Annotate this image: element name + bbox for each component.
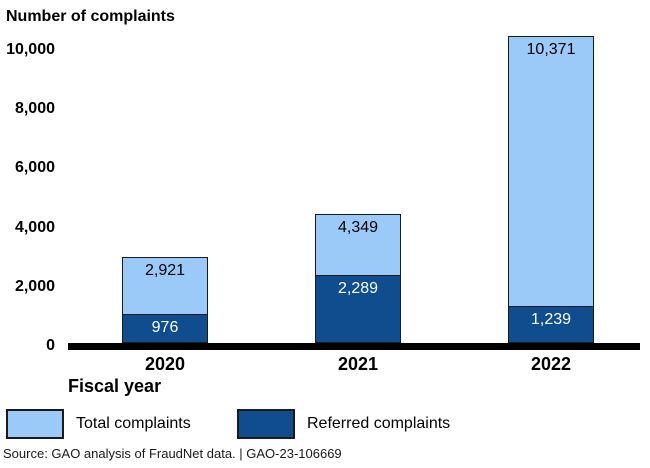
referred-complaints-swatch (237, 409, 295, 439)
chart-title: Number of complaints (6, 8, 175, 25)
bar-total-value-label-2021: 4,349 (337, 219, 379, 236)
bar-referred-value-label-2021: 2,289 (337, 280, 379, 297)
bar-total-value-label-2022: 10,371 (526, 41, 576, 58)
bar-referred-2022: 1,239 (508, 306, 594, 343)
y-axis-tick-label-6,000: 6,000 (14, 159, 55, 176)
bar-referred-value-label-2020: 976 (151, 319, 179, 336)
legend-item-referred-complaints: Referred complaints (237, 407, 450, 441)
bar-referred-value-label-2022: 1,239 (530, 311, 572, 328)
bar-total-2022: 10,371 (508, 36, 594, 343)
y-axis-tick-label-0: 0 (46, 337, 55, 354)
legend: Total complaints Referred complaints (0, 407, 650, 441)
bar-referred-2021: 2,289 (315, 275, 401, 343)
y-axis-tick-label-10,000: 10,000 (6, 41, 55, 58)
y-axis-tick-label-4,000: 4,000 (14, 219, 55, 236)
plot-area: 0 2,000 4,000 6,000 8,000 10,000 2,921 976 2020 4… (6, 36, 640, 374)
x-tick-label-2022: 2022 (530, 354, 572, 374)
legend-item-total-complaints: Total complaints (6, 407, 191, 441)
x-tick-label-2021: 2021 (337, 354, 379, 374)
x-tick-label-2020: 2020 (144, 354, 186, 374)
y-axis-tick-label-8,000: 8,000 (14, 100, 55, 117)
bar-referred-2020: 976 (122, 314, 208, 343)
x-axis-line (68, 343, 640, 350)
legend-label-referred-complaints: Referred complaints (307, 415, 451, 432)
legend-label-total-complaints: Total complaints (76, 415, 191, 432)
x-axis-title: Fiscal year (68, 376, 162, 396)
source-note: Source: GAO analysis of FraudNet data. |… (3, 446, 342, 461)
y-axis-tick-label-2,000: 2,000 (14, 278, 55, 295)
bar-total-value-label-2020: 2,921 (144, 262, 186, 279)
total-complaints-swatch (6, 409, 64, 439)
